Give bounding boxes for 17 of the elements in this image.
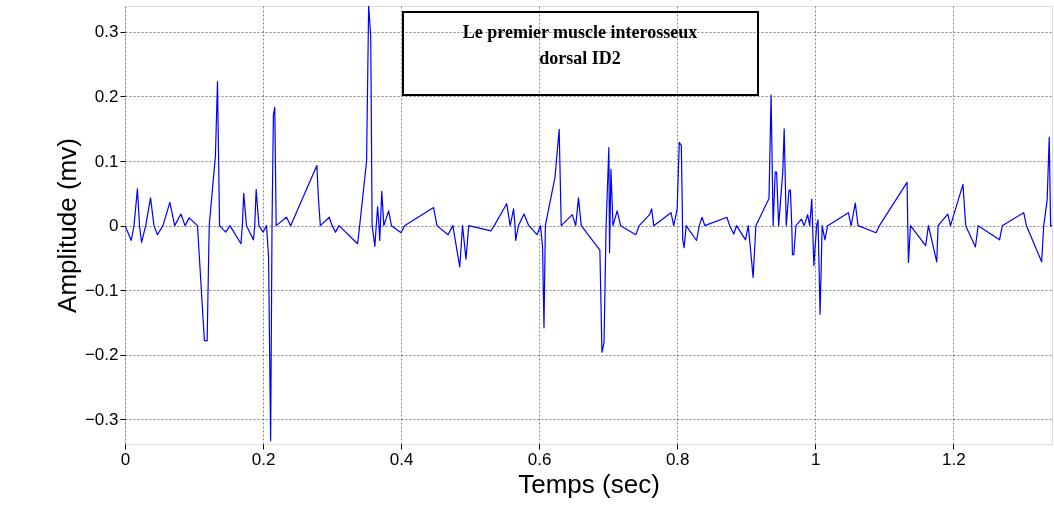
x-tick-label: 0.8 (665, 449, 690, 469)
x-axis-title: Temps (sec) (518, 468, 660, 499)
y-axis-title: Amplitude (mv) (51, 138, 82, 313)
y-tick-label: 0.2 (94, 86, 119, 106)
x-tick-label: 0.6 (527, 449, 552, 469)
y-tick-label: −0.3 (84, 409, 119, 429)
annotation: Le premier muscle interosseux dorsal ID2 (462, 22, 698, 68)
y-tick-label: −0.1 (84, 280, 119, 300)
x-tick-label: 1.2 (941, 449, 966, 469)
x-tick-label: 0.2 (251, 449, 276, 469)
x-tick-label: 1 (811, 449, 821, 469)
y-tick-label: 0.3 (94, 22, 119, 42)
y-tick-label: 0 (109, 216, 119, 236)
x-tick-label: 0.4 (389, 449, 414, 469)
y-tick-label: −0.2 (84, 345, 119, 365)
y-tick-label: 0.1 (94, 151, 119, 171)
line-series (125, 6, 1052, 442)
